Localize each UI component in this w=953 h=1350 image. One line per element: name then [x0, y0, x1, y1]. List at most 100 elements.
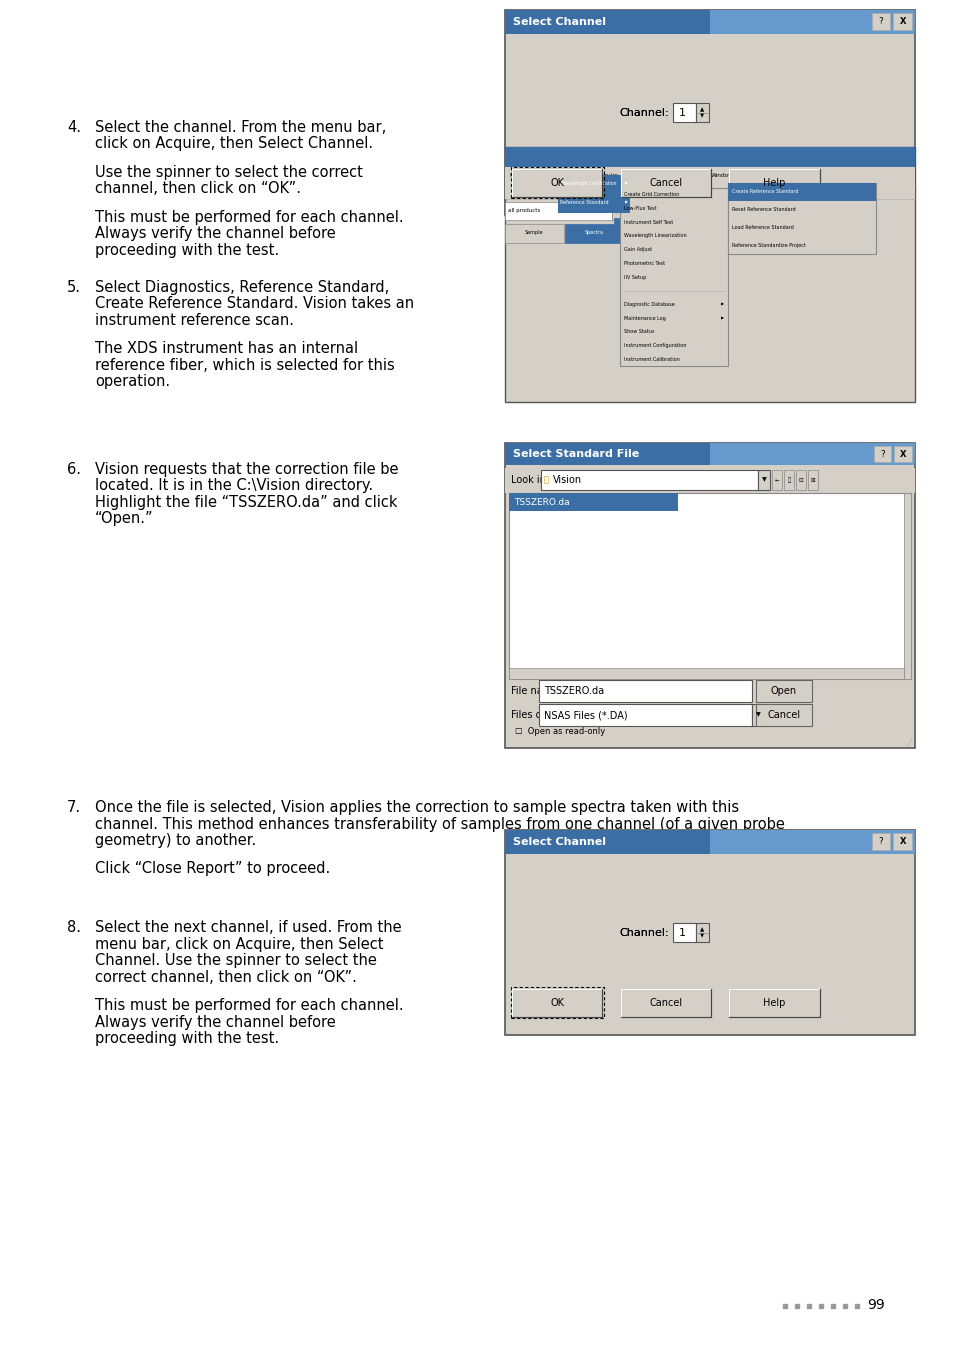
- Text: Channel:: Channel:: [618, 927, 668, 937]
- Text: Reference Standard: Reference Standard: [559, 200, 608, 205]
- Text: all products: all products: [507, 208, 539, 213]
- Text: ▲: ▲: [700, 107, 704, 112]
- Bar: [504, 830, 914, 1035]
- Text: Instrument Configuration: Instrument Configuration: [623, 343, 685, 348]
- Text: ╱: ╱: [907, 738, 911, 747]
- Text: 1: 1: [678, 108, 684, 117]
- Text: Window: Window: [710, 173, 733, 178]
- Bar: [762, 204, 772, 217]
- Bar: [892, 14, 911, 30]
- Bar: [728, 182, 875, 254]
- Bar: [558, 192, 629, 213]
- Text: X: X: [899, 450, 905, 459]
- Bar: [512, 988, 601, 1017]
- Text: The XDS instrument has an internal: The XDS instrument has an internal: [95, 342, 357, 356]
- Text: Vision requests that the correction file be: Vision requests that the correction file…: [95, 462, 398, 477]
- Text: ←: ←: [774, 478, 779, 483]
- Bar: [504, 443, 709, 466]
- Bar: [510, 167, 603, 198]
- Bar: [807, 470, 818, 490]
- Text: Always verify the channel before: Always verify the channel before: [95, 1014, 335, 1030]
- Bar: [696, 103, 708, 122]
- Text: Look in:: Look in:: [511, 475, 549, 485]
- Text: Channel. Use the spinner to select the: Channel. Use the spinner to select the: [95, 953, 376, 968]
- Bar: [504, 830, 709, 853]
- Bar: [538, 679, 751, 702]
- Text: “Open.”: “Open.”: [95, 512, 153, 526]
- Text: Load Reference Standard: Load Reference Standard: [732, 225, 794, 230]
- Bar: [504, 9, 914, 34]
- Text: Diagnostics: Diagnostics: [624, 173, 659, 178]
- Bar: [871, 14, 889, 30]
- Text: ?: ?: [878, 837, 882, 846]
- Text: proceeding with the test.: proceeding with the test.: [95, 243, 279, 258]
- Text: 8.: 8.: [67, 919, 81, 936]
- Text: Create Grid Correction: Create Grid Correction: [623, 192, 679, 197]
- Text: ▶: ▶: [720, 316, 723, 320]
- Bar: [504, 202, 611, 220]
- Text: Reference Standardize Project: Reference Standardize Project: [732, 243, 805, 247]
- Text: correct channel, then click on “OK”.: correct channel, then click on “OK”.: [95, 969, 356, 984]
- Text: ▼: ▼: [614, 208, 618, 213]
- Bar: [613, 219, 631, 238]
- Text: ▼: ▼: [700, 113, 704, 119]
- Bar: [504, 167, 914, 184]
- Text: Gain Adjust: Gain Adjust: [623, 247, 651, 252]
- Text: channel, then click on “OK”.: channel, then click on “OK”.: [95, 181, 301, 197]
- Text: Wavelength Linearization: Wavelength Linearization: [623, 234, 686, 239]
- Text: Edit: Edit: [526, 173, 537, 178]
- Bar: [620, 988, 710, 1017]
- Text: Click “Close Report” to proceed.: Click “Close Report” to proceed.: [95, 861, 330, 876]
- Text: X: X: [899, 837, 905, 846]
- Text: Cancel: Cancel: [766, 710, 800, 720]
- Bar: [512, 169, 601, 197]
- Text: TSSZERO.da: TSSZERO.da: [514, 498, 569, 506]
- Text: Select Channel: Select Channel: [513, 837, 605, 846]
- Bar: [728, 169, 819, 197]
- Text: Highlight the file “TSSZERO.da” and click: Highlight the file “TSSZERO.da” and clic…: [95, 495, 397, 510]
- Text: Instrument Calibration: Instrument Calibration: [623, 356, 679, 362]
- Text: OK: OK: [550, 178, 563, 188]
- Bar: [728, 988, 819, 1017]
- Bar: [504, 147, 914, 167]
- Text: NSAS Files (*.DA): NSAS Files (*.DA): [543, 710, 627, 720]
- Text: ▼: ▼: [755, 713, 760, 718]
- Text: Select the channel. From the menu bar,: Select the channel. From the menu bar,: [95, 120, 386, 135]
- Text: channel. This method enhances transferability of samples from one channel (of a : channel. This method enhances transferab…: [95, 817, 784, 832]
- Text: Spectra: Spectra: [584, 231, 603, 235]
- Text: 7.: 7.: [67, 801, 81, 815]
- Text: geometry) to another.: geometry) to another.: [95, 833, 256, 848]
- Text: menu bar, click on Acquire, then Select: menu bar, click on Acquire, then Select: [95, 937, 383, 952]
- Bar: [873, 446, 890, 462]
- Bar: [558, 176, 629, 193]
- Text: |  ⊞  ⊡  ⊟: | ⊞ ⊡ ⊟: [750, 189, 777, 194]
- Text: Select Standard File: Select Standard File: [513, 450, 639, 459]
- Bar: [751, 705, 763, 726]
- Text: 1: 1: [678, 927, 684, 937]
- Text: ⊡: ⊡: [799, 478, 802, 483]
- Text: This must be performed for each channel.: This must be performed for each channel.: [95, 211, 403, 225]
- Text: Select Channel: Select Channel: [513, 16, 605, 27]
- Bar: [673, 923, 696, 942]
- Text: Sample: Sample: [524, 231, 543, 235]
- Bar: [611, 202, 621, 220]
- Text: ?: ?: [878, 18, 882, 26]
- Text: ▼: ▼: [761, 478, 766, 483]
- Bar: [504, 467, 914, 493]
- Text: Select Diagnostics, Reference Standard,: Select Diagnostics, Reference Standard,: [95, 279, 389, 296]
- Text: TSSZERO.da: TSSZERO.da: [543, 686, 603, 695]
- Text: Channel:: Channel:: [618, 108, 668, 117]
- Text: operation.: operation.: [95, 374, 170, 390]
- Text: 5.: 5.: [67, 279, 81, 296]
- Text: Help: Help: [762, 178, 784, 188]
- Text: ▶: ▶: [720, 302, 723, 306]
- Text: Instrument Self Test: Instrument Self Test: [623, 220, 673, 224]
- Bar: [892, 833, 911, 851]
- Bar: [620, 169, 710, 197]
- Text: Vision: Vision: [553, 475, 581, 485]
- Text: ☐  Open as read-only: ☐ Open as read-only: [515, 726, 604, 736]
- Bar: [510, 987, 603, 1018]
- Bar: [504, 443, 914, 466]
- Bar: [796, 470, 805, 490]
- Text: 📁: 📁: [787, 478, 790, 483]
